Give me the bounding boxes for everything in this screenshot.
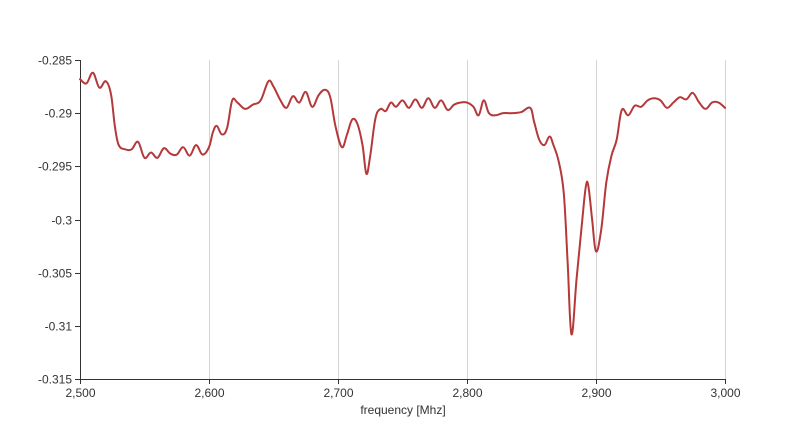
- axes: -0.285-0.29-0.295-0.3-0.305-0.31-0.3152,…: [38, 54, 741, 401]
- series-layer: [79, 71, 726, 336]
- y-tick-label: -0.295: [38, 160, 72, 174]
- y-tick-label: -0.285: [38, 54, 72, 68]
- series-line: [79, 71, 726, 336]
- y-tick-label: -0.3: [51, 214, 72, 228]
- x-tick-label: 2,900: [581, 386, 611, 400]
- y-tick-label: -0.305: [38, 267, 72, 281]
- x-tick-label: 2,800: [452, 386, 482, 400]
- x-axis-title: frequency [Mhz]: [360, 403, 445, 417]
- y-tick-label: -0.315: [38, 373, 72, 387]
- y-tick-label: -0.29: [45, 107, 73, 121]
- x-tick-label: 2,700: [323, 386, 353, 400]
- grid-lines: [209, 60, 726, 379]
- y-tick-label: -0.31: [45, 320, 73, 334]
- x-tick-label: 2,600: [194, 386, 224, 400]
- x-tick-label: 2,500: [65, 386, 95, 400]
- x-tick-label: 3,000: [710, 386, 740, 400]
